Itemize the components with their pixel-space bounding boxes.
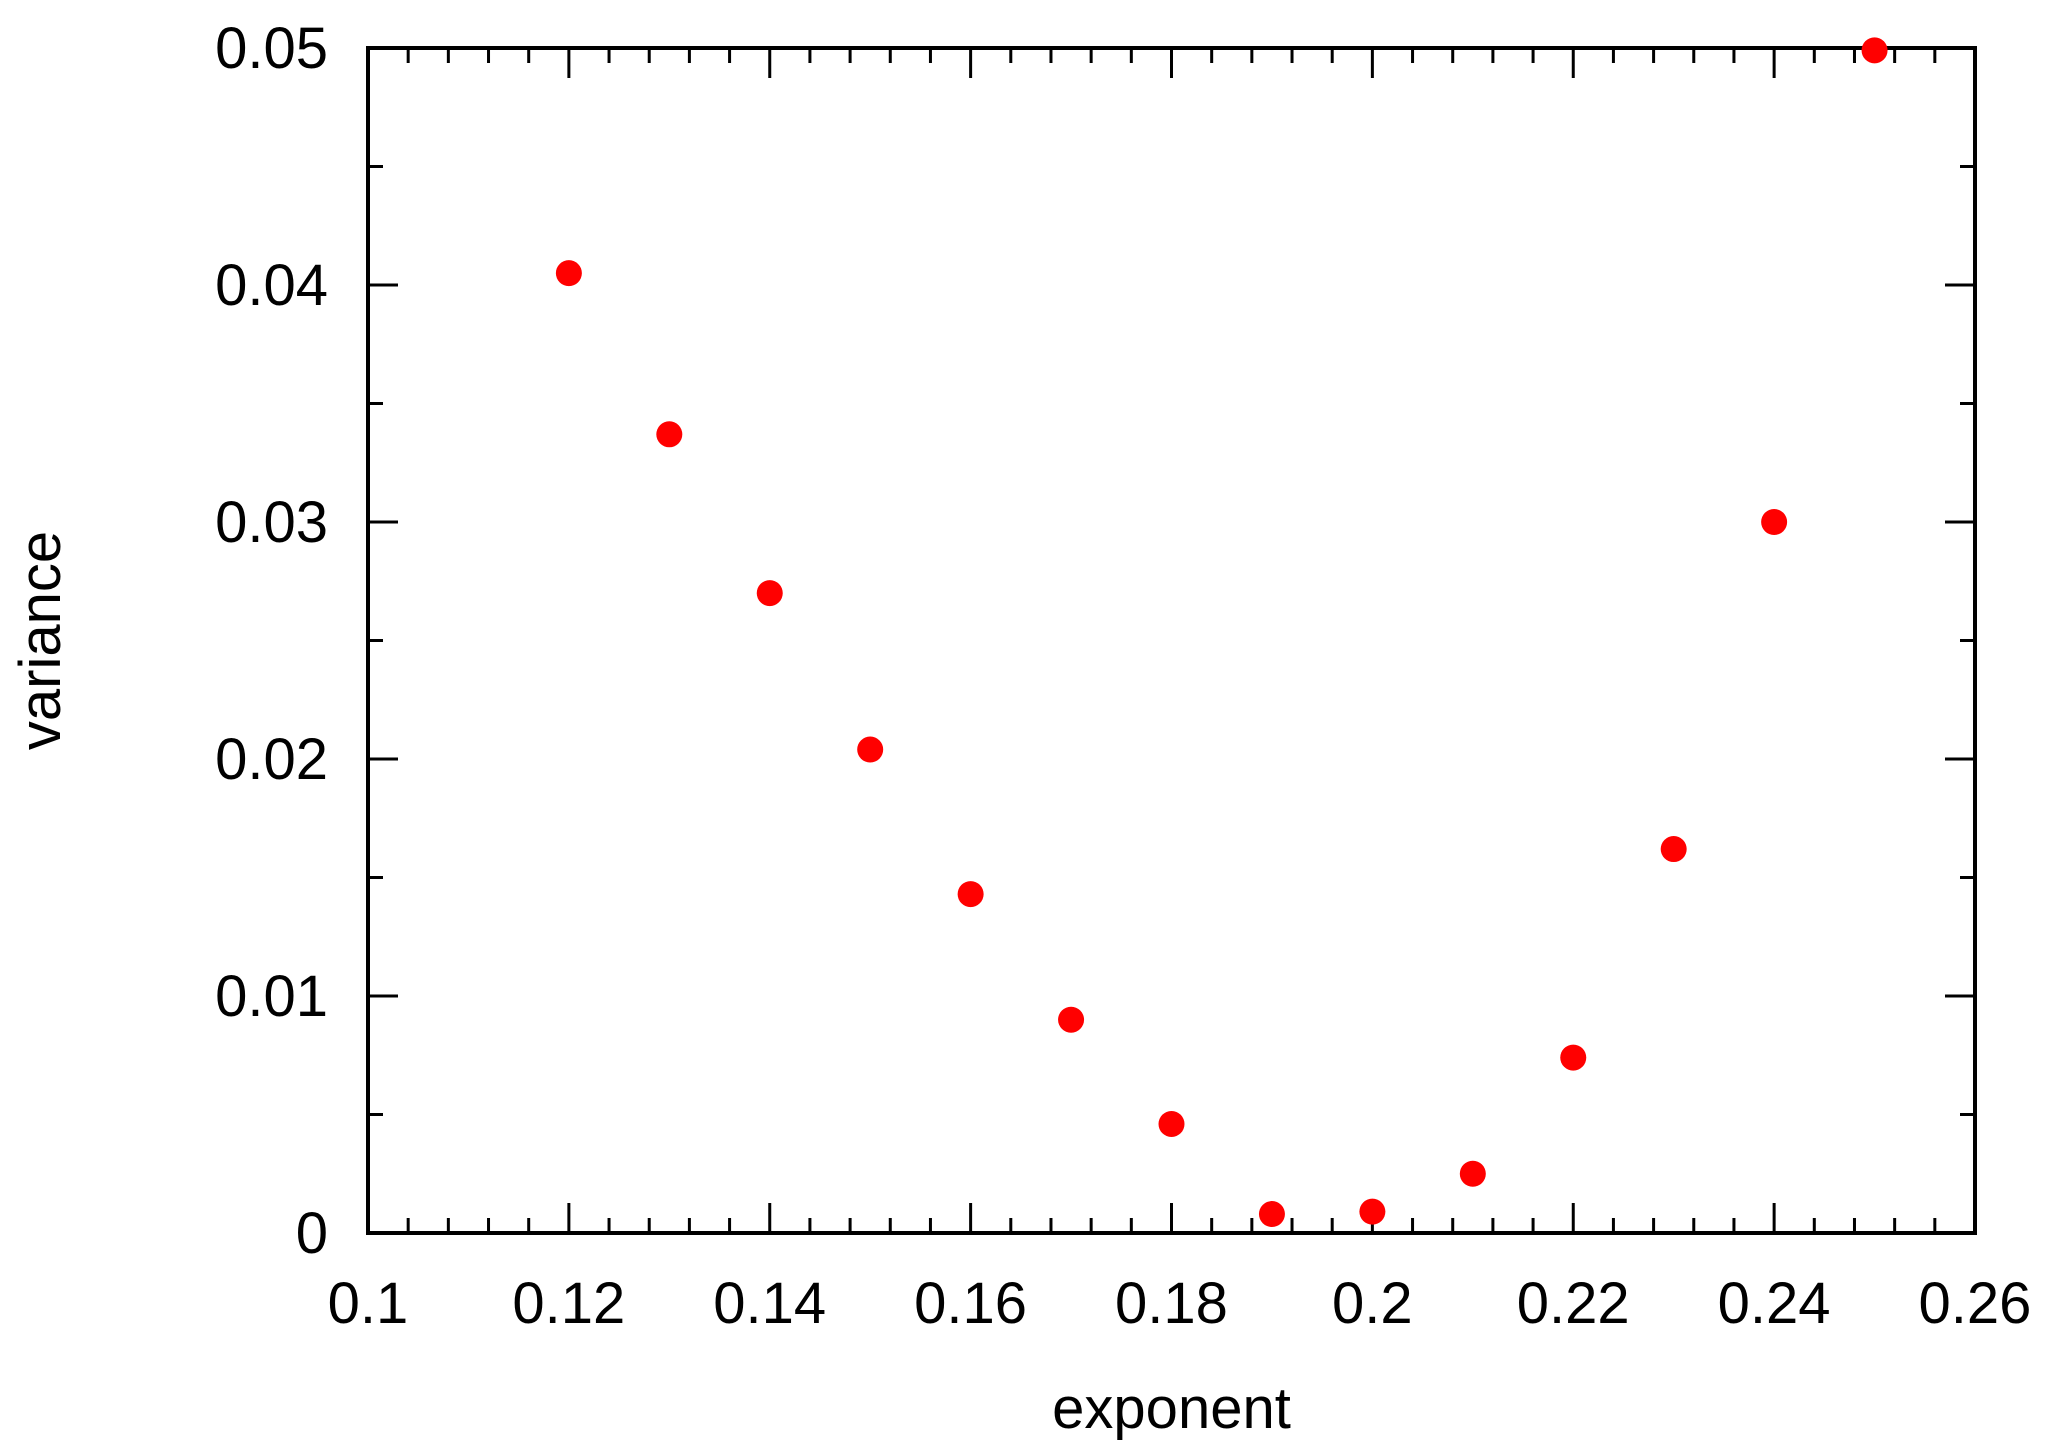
y-axis-title: variance [8,531,73,750]
x-axis-title: exponent [1052,1376,1291,1441]
tick-labels-layer: 0.1 0.12 0.14 0.16 0.18 0.2 0.22 0.24 0.26 0 0.01 0… [215,16,2031,1336]
y-tick-label: 0.02 [215,727,328,792]
x-tick-label: 0.18 [1115,1271,1228,1336]
data-point [1560,1044,1587,1071]
data-point [1158,1110,1185,1137]
y-tick-label: 0.03 [215,490,328,555]
data-point [1660,836,1687,863]
data-point [957,881,984,908]
data-point [656,421,683,448]
plot-frame [366,46,1977,1235]
y-tick-label: 0.01 [215,964,328,1029]
data-point [1258,1201,1285,1228]
x-tick-label: 0.14 [713,1271,826,1336]
data-point [1058,1006,1085,1033]
data-point [1359,1198,1386,1225]
x-tick-label: 0.1 [328,1271,409,1336]
x-tick-label: 0.24 [1718,1271,1831,1336]
data-point [1861,37,1888,64]
data-point [1761,509,1788,535]
x-tick-label: 0.22 [1517,1271,1630,1336]
y-tick-label: 0.05 [215,16,328,81]
ticks-layer [366,46,1977,1235]
points-layer [555,37,1888,1228]
data-point [1459,1160,1486,1187]
data-point [857,736,884,763]
y-tick-label: 0.04 [215,253,328,318]
x-tick-label: 0.16 [914,1271,1027,1336]
y-tick-label: 0 [296,1201,328,1266]
x-tick-label: 0.12 [512,1271,625,1336]
data-point [555,260,582,287]
x-tick-label: 0.2 [1332,1271,1413,1336]
x-tick-label: 0.26 [1919,1271,2032,1336]
data-point [756,580,783,607]
